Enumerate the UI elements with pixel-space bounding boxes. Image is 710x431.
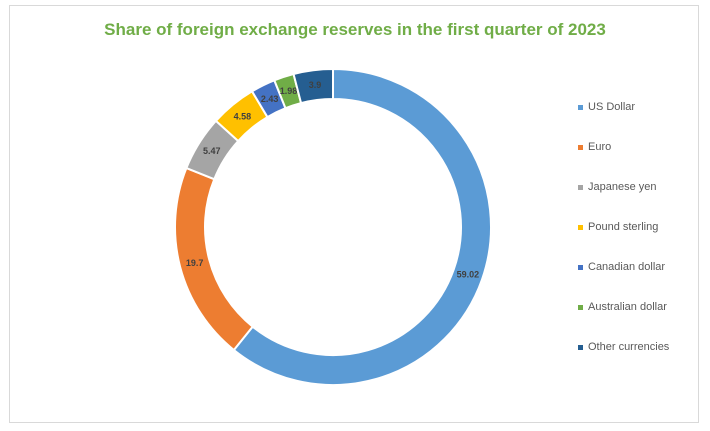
legend-swatch — [578, 184, 583, 190]
legend-label: Australian dollar — [588, 301, 667, 313]
data-label-canadian-dollar: 2.43 — [261, 94, 279, 104]
legend-label: Canadian dollar — [588, 261, 666, 273]
legend-label: Other currencies — [588, 341, 670, 353]
legend-swatch — [578, 344, 583, 350]
legend-item-australian-dollar: Australian dollar — [578, 299, 667, 315]
data-label-australian-dollar: 1.98 — [280, 86, 298, 96]
legend-item-canadian-dollar: Canadian dollar — [578, 259, 665, 275]
data-label-pound-sterling: 4.58 — [234, 111, 252, 121]
legend-swatch — [578, 224, 583, 230]
legend-label: Japanese yen — [588, 181, 657, 193]
legend-swatch — [578, 264, 583, 270]
legend-item-japanese-yen: Japanese yen — [578, 179, 657, 195]
data-label-euro: 19.7 — [186, 258, 204, 268]
data-label-other-currencies: 3.9 — [309, 80, 322, 90]
legend-swatch — [578, 144, 583, 150]
legend-item-pound-sterling: Pound sterling — [578, 219, 658, 235]
slice-us-dollar — [232, 67, 492, 386]
legend-label: Pound sterling — [588, 221, 659, 233]
slice-other-currencies — [292, 67, 334, 105]
legend-swatch — [578, 104, 583, 110]
legend-swatch — [578, 304, 583, 310]
legend-label: US Dollar — [588, 101, 636, 113]
chart-area: Share of foreign exchange reserves in th… — [9, 5, 699, 423]
data-label-japanese-yen: 5.47 — [203, 146, 221, 156]
legend-label: Euro — [588, 141, 612, 153]
chart-title: Share of foreign exchange reserves in th… — [104, 20, 606, 39]
legend-item-us-dollar: US Dollar — [578, 99, 635, 115]
legend-item-other-currencies: Other currencies — [578, 339, 669, 355]
data-label-us-dollar: 59.02 — [457, 270, 480, 280]
doughnut-chart: 59.02 19.7 5.47 4.58 2.431.98 3.9 — [174, 67, 492, 386]
legend-item-euro: Euro — [578, 139, 611, 155]
